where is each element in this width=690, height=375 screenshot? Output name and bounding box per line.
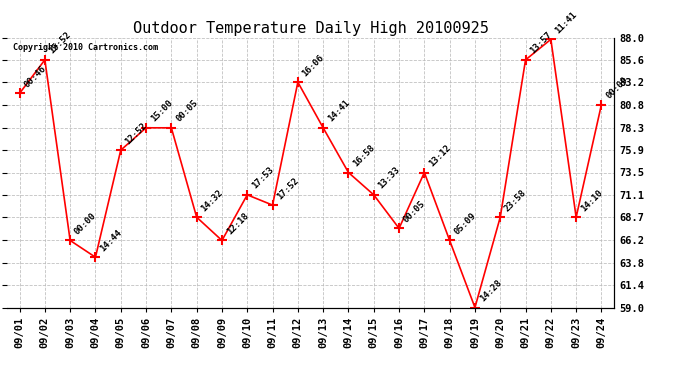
Text: 17:52: 17:52 [275,176,301,201]
Title: Outdoor Temperature Daily High 20100925: Outdoor Temperature Daily High 20100925 [132,21,489,36]
Text: 17:53: 17:53 [250,165,275,190]
Text: Copyright 2010 Cartronics.com: Copyright 2010 Cartronics.com [13,43,158,52]
Text: 00:00: 00:00 [604,75,629,100]
Text: 00:46: 00:46 [22,64,48,89]
Text: 00:05: 00:05 [402,199,427,224]
Text: 12:52: 12:52 [124,121,149,146]
Text: 15:00: 15:00 [149,98,174,124]
Text: 00:00: 00:00 [73,211,98,236]
Text: 13:57: 13:57 [529,30,553,56]
Text: 14:41: 14:41 [326,98,351,124]
Text: 14:28: 14:28 [477,278,503,303]
Text: 00:05: 00:05 [174,98,199,124]
Text: 13:33: 13:33 [377,165,402,190]
Text: 12:18: 12:18 [225,211,250,236]
Text: 13:12: 13:12 [427,143,453,168]
Text: 11:41: 11:41 [553,10,579,35]
Text: 14:32: 14:32 [199,188,225,213]
Text: 15:52: 15:52 [48,30,73,56]
Text: 16:06: 16:06 [301,53,326,78]
Text: 16:58: 16:58 [351,143,377,168]
Text: 05:09: 05:09 [453,211,477,236]
Text: 14:44: 14:44 [98,228,124,253]
Text: 23:58: 23:58 [503,188,529,213]
Text: 14:10: 14:10 [579,188,604,213]
